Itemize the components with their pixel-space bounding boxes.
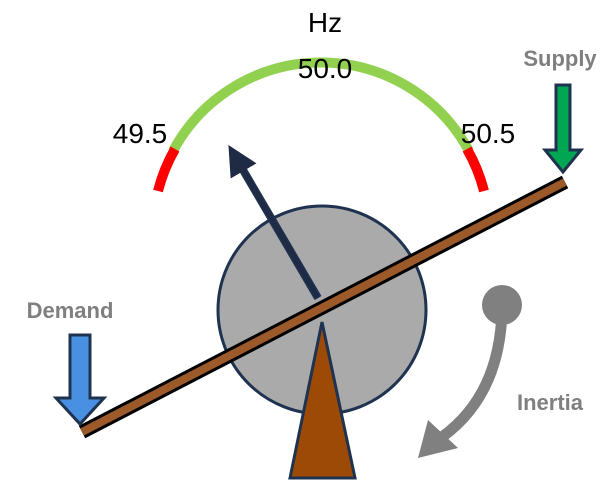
- right-value: 50.5: [461, 118, 516, 149]
- demand-arrow: [56, 335, 104, 424]
- left-value: 49.5: [113, 118, 168, 149]
- inertia-label: Inertia: [517, 390, 584, 415]
- supply-arrow: [545, 85, 581, 172]
- demand-label: Demand: [27, 298, 114, 323]
- center-value: 50.0: [298, 53, 353, 84]
- diagram: Hz 50.0 49.5 50.5 Supply Demand Inertia: [0, 0, 616, 482]
- unit-label: Hz: [308, 7, 342, 38]
- gauge-arc-red-right: [467, 149, 484, 191]
- gauge-arc-red-left: [158, 149, 175, 191]
- inertia-arc: [442, 310, 502, 437]
- supply-label: Supply: [523, 46, 597, 71]
